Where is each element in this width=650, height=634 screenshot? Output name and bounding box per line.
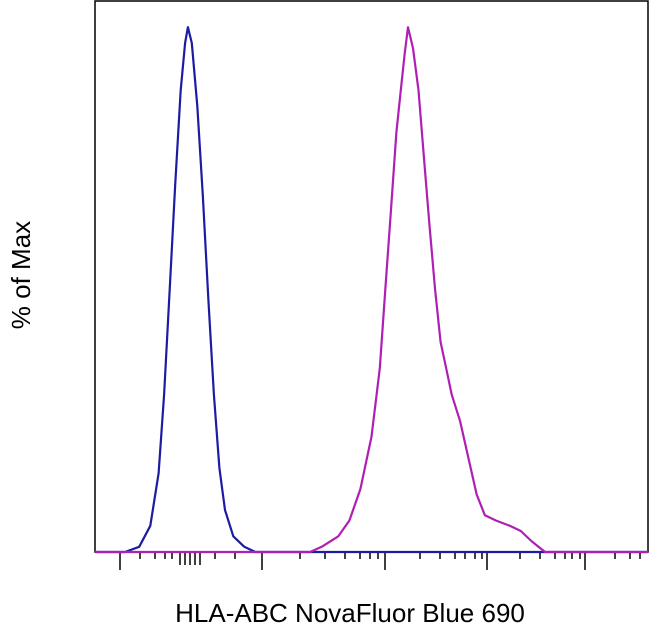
histogram-line <box>95 26 648 554</box>
plot-frame <box>94 0 649 553</box>
x-axis-label: HLA-ABC NovaFluor Blue 690 <box>175 598 525 628</box>
histogram-line <box>95 26 648 554</box>
y-axis-label: % of Max <box>6 221 36 329</box>
x-tick-marks <box>119 552 641 570</box>
